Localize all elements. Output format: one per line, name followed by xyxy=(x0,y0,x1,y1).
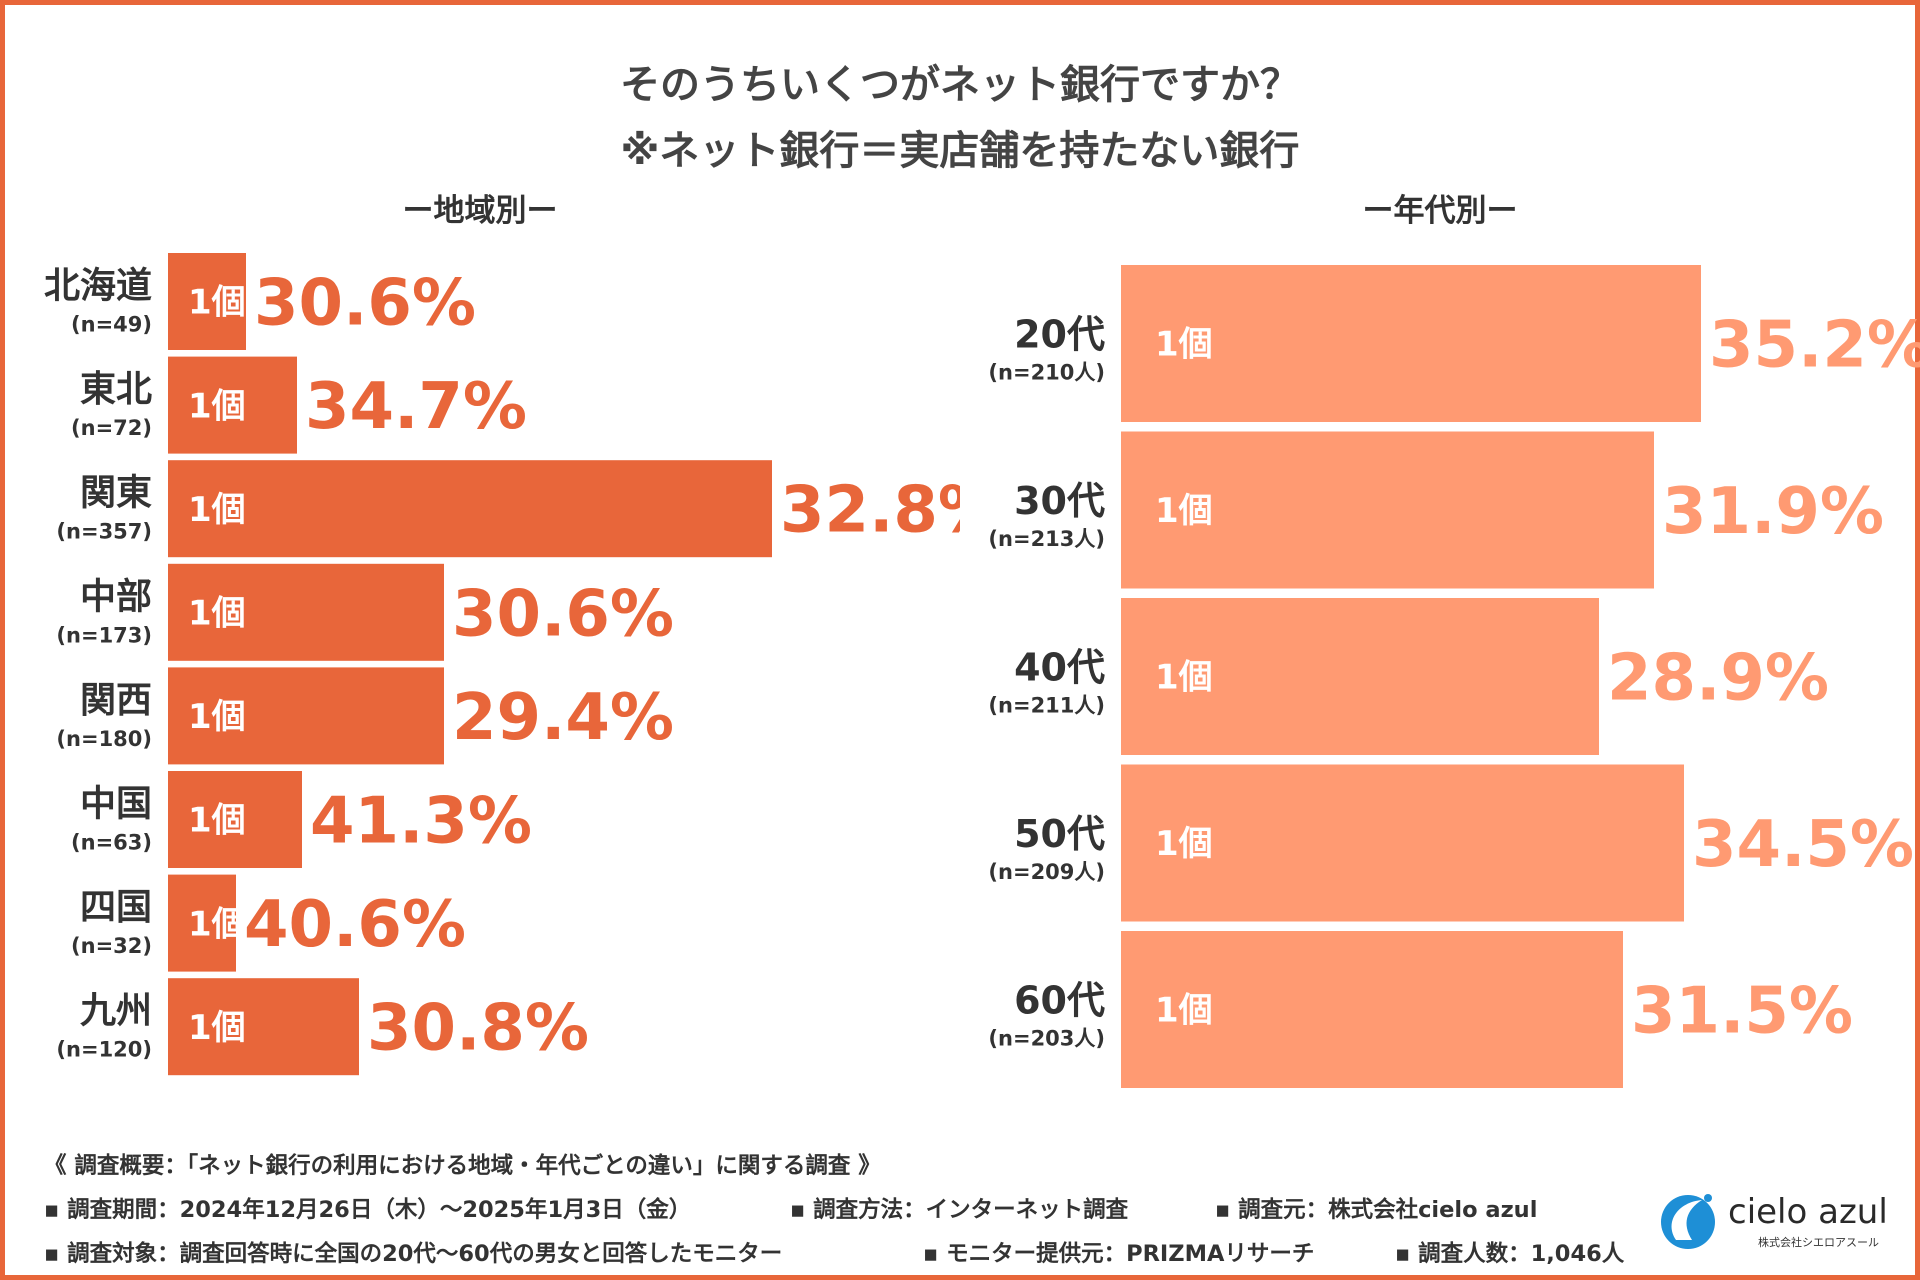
sample-size-label: (n=63) xyxy=(71,831,152,855)
category-label: 中国 xyxy=(80,784,152,825)
bar-series-label: 1個 xyxy=(1155,824,1213,864)
category-label: 四国 xyxy=(80,887,152,928)
sample-size-label: (n=211人) xyxy=(988,694,1105,718)
sample-size-label: (n=180) xyxy=(56,727,152,751)
bar-series-label: 1個 xyxy=(1155,658,1213,698)
sample-size-label: (n=203人) xyxy=(988,1027,1105,1051)
category-label: 40代 xyxy=(1014,646,1105,690)
bar xyxy=(168,978,359,1076)
bar xyxy=(168,356,297,454)
sample-size-label: (n=72) xyxy=(71,416,152,440)
value-label: 29.4% xyxy=(452,681,674,755)
survey-count: ▪ 調査人数：1,046人 xyxy=(1395,1241,1625,1267)
bar-series-label: 1個 xyxy=(188,283,246,323)
value-label: 30.6% xyxy=(452,577,674,651)
sample-size-label: (n=173) xyxy=(56,623,152,647)
bar xyxy=(1121,265,1701,422)
category-label: 50代 xyxy=(1014,812,1105,856)
sample-size-label: (n=32) xyxy=(71,934,152,958)
value-label: 35.2% xyxy=(1709,309,1920,383)
bar xyxy=(1121,931,1623,1088)
chart-title-line1: そのうちいくつがネット銀行ですか？ xyxy=(620,62,1300,108)
bar-series-label: 1個 xyxy=(188,1008,246,1048)
cielo-azul-logo-icon xyxy=(1661,1194,1715,1249)
sample-size-label: (n=120) xyxy=(56,1038,152,1062)
category-label: 20代 xyxy=(1014,313,1105,357)
bar xyxy=(1121,431,1654,589)
bar-series-label: 1個 xyxy=(188,594,246,634)
category-label: 関東 xyxy=(80,473,152,514)
sample-size-label: (n=357) xyxy=(56,520,152,544)
bar-series-label: 1個 xyxy=(188,904,246,944)
bar xyxy=(168,771,302,868)
bar xyxy=(168,253,246,350)
bar xyxy=(168,667,444,765)
bar xyxy=(168,874,236,972)
category-label: 60代 xyxy=(1014,979,1105,1023)
bar xyxy=(1121,764,1684,922)
sample-size-label: (n=213人) xyxy=(988,527,1105,551)
chart-title-line2: ※ネット銀行＝実店舗を持たない銀行 xyxy=(620,128,1300,174)
value-label: 28.9% xyxy=(1607,642,1829,716)
value-label: 30.8% xyxy=(367,992,589,1066)
value-label: 31.9% xyxy=(1662,475,1884,549)
category-label: 30代 xyxy=(1014,479,1105,523)
survey-source: ▪ 調査元：株式会社cielo azul xyxy=(1215,1197,1538,1223)
section-label-age: ー年代別ー xyxy=(1362,193,1518,229)
category-label: 九州 xyxy=(80,991,152,1032)
bar xyxy=(168,460,772,558)
bar xyxy=(1121,598,1599,755)
bar-series-label: 1個 xyxy=(188,386,246,426)
survey-target: ▪ 調査対象：調査回答時に全国の20代〜60代の男女と回答したモニター xyxy=(44,1241,783,1267)
category-label: 東北 xyxy=(80,369,152,410)
age-bar-chart: 1個 35.2% 20代 (n=210人) 1個 31.9% 30代 (n=213人) 1個 28… xyxy=(988,265,1920,1088)
category-label: 関西 xyxy=(80,680,152,721)
bar-series-label: 1個 xyxy=(188,697,246,737)
value-label: 34.7% xyxy=(305,370,527,444)
bar-series-label: 1個 xyxy=(188,490,246,530)
bar xyxy=(168,563,444,661)
value-label: 34.5% xyxy=(1692,808,1914,882)
section-label-region: ー地域別ー xyxy=(402,193,558,229)
bar-series-label: 1個 xyxy=(1155,325,1213,365)
logo-name: cielo azul xyxy=(1728,1192,1888,1232)
sample-size-label: (n=210人) xyxy=(988,361,1105,385)
bar-series-label: 1個 xyxy=(1155,491,1213,531)
category-label: 北海道 xyxy=(44,266,152,307)
bar-series-label: 1個 xyxy=(1155,991,1213,1031)
logo-subtitle: 株式会社シエロアスール xyxy=(1758,1236,1879,1249)
monitor-provider: ▪ モニター提供元：PRIZMAリサーチ xyxy=(923,1241,1315,1267)
value-label: 40.6% xyxy=(244,888,466,962)
value-label: 31.5% xyxy=(1631,975,1853,1049)
region-bar-chart: 1個30.6%北海道(n=49)1個34.7%東北(n=72)1個32.8%関東… xyxy=(44,253,960,1076)
survey-period: ▪ 調査期間：2024年12月26日（木）〜2025年1月3日（金） xyxy=(44,1197,692,1223)
value-label: 32.8% xyxy=(780,474,960,548)
sample-size-label: (n=209人) xyxy=(988,860,1105,884)
survey-method: ▪ 調査方法：インターネット調査 xyxy=(790,1197,1129,1223)
sample-size-label: (n=49) xyxy=(71,313,152,337)
survey-overview: 《 調査概要：「ネット銀行の利用における地域・年代ごとの違い」に関する調査 》 xyxy=(44,1153,881,1179)
value-label: 30.6% xyxy=(254,267,476,341)
bar-series-label: 1個 xyxy=(188,801,246,841)
category-label: 中部 xyxy=(80,576,152,617)
value-label: 41.3% xyxy=(310,785,532,859)
